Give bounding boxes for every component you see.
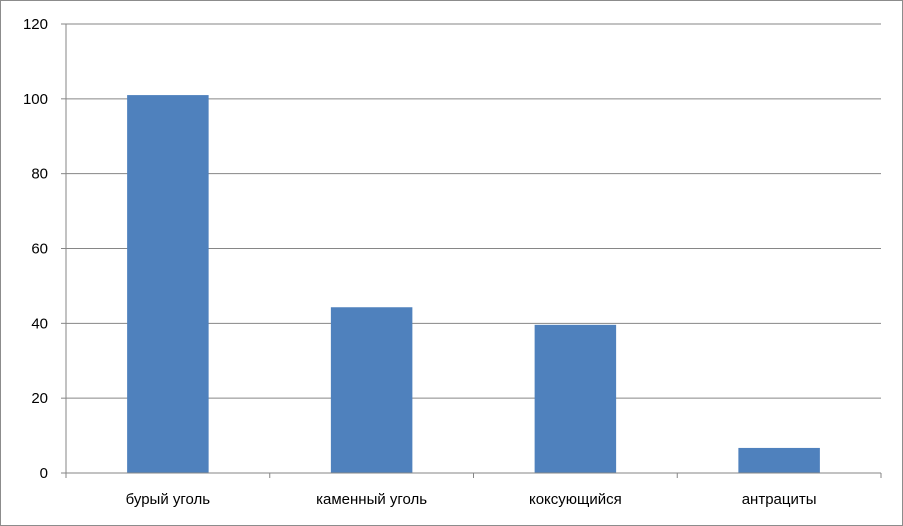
y-tick-label: 100 — [23, 91, 48, 108]
y-tick-label: 120 — [23, 16, 48, 33]
x-tick-label: бурый уголь — [126, 491, 211, 508]
x-tick-label: каменный уголь — [316, 491, 427, 508]
y-tick-label: 60 — [31, 241, 48, 258]
bars — [127, 95, 820, 473]
axes — [61, 23, 882, 478]
bar — [738, 447, 820, 473]
x-tick-labels: бурый уголь каменный уголь коксующийся антр… — [126, 491, 817, 508]
y-tick-label: 0 — [40, 465, 48, 482]
bar — [127, 95, 209, 473]
x-tick-label: коксующийся — [529, 491, 622, 508]
bar — [330, 307, 413, 473]
bar — [534, 324, 617, 473]
y-tick-label: 40 — [31, 315, 48, 332]
y-tick-labels: 0 20 40 60 80 100 120 — [23, 16, 48, 482]
y-tick-label: 20 — [31, 390, 48, 407]
y-tick-label: 80 — [31, 166, 48, 183]
x-tick-label: антрациты — [742, 491, 817, 508]
